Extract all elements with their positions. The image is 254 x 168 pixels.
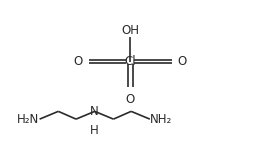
Text: N: N bbox=[90, 105, 99, 118]
Text: Cl: Cl bbox=[124, 55, 136, 68]
Text: OH: OH bbox=[121, 24, 139, 37]
Text: H: H bbox=[90, 124, 99, 137]
Text: O: O bbox=[125, 93, 135, 106]
Text: NH₂: NH₂ bbox=[150, 113, 172, 126]
Text: H₂N: H₂N bbox=[17, 113, 40, 126]
Text: O: O bbox=[177, 55, 187, 68]
Text: O: O bbox=[74, 55, 83, 68]
